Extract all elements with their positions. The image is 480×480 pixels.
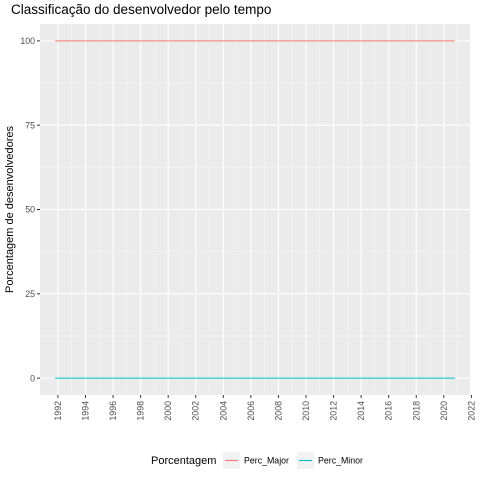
x-tick-label: 2016: [384, 401, 394, 421]
x-tick-label: 2004: [218, 401, 228, 421]
legend-label: Perc_Major: [244, 456, 289, 466]
x-tick-label: 1998: [136, 401, 146, 421]
x-tick-label: 1994: [80, 401, 90, 421]
y-tick-label: 75: [25, 120, 35, 130]
legend-title: Porcentagem: [151, 455, 216, 467]
x-tick-label: 1996: [108, 401, 118, 421]
x-tick-label: 2014: [356, 401, 366, 421]
x-tick-label: 2012: [329, 401, 339, 421]
y-tick-label: 100: [20, 36, 35, 46]
x-tick-label: 2006: [246, 401, 256, 421]
chart-title: Classificação do desenvolvedor pelo temp…: [11, 2, 272, 17]
x-tick-label: 1992: [53, 401, 63, 421]
x-tick-label: 2002: [191, 401, 201, 421]
y-tick-label: 0: [30, 373, 35, 383]
x-tick-label: 2018: [411, 401, 421, 421]
y-tick-label: 25: [25, 289, 35, 299]
x-tick-label: 2010: [301, 401, 311, 421]
x-tick-label: 2008: [273, 401, 283, 421]
legend-label: Perc_Minor: [318, 456, 363, 466]
y-tick-label: 50: [25, 205, 35, 215]
x-tick-label: 2020: [439, 401, 449, 421]
y-axis-title: Porcentagem de desenvolvedores: [4, 126, 16, 293]
x-tick-label: 2000: [163, 401, 173, 421]
x-tick-label: 2022: [466, 401, 476, 421]
